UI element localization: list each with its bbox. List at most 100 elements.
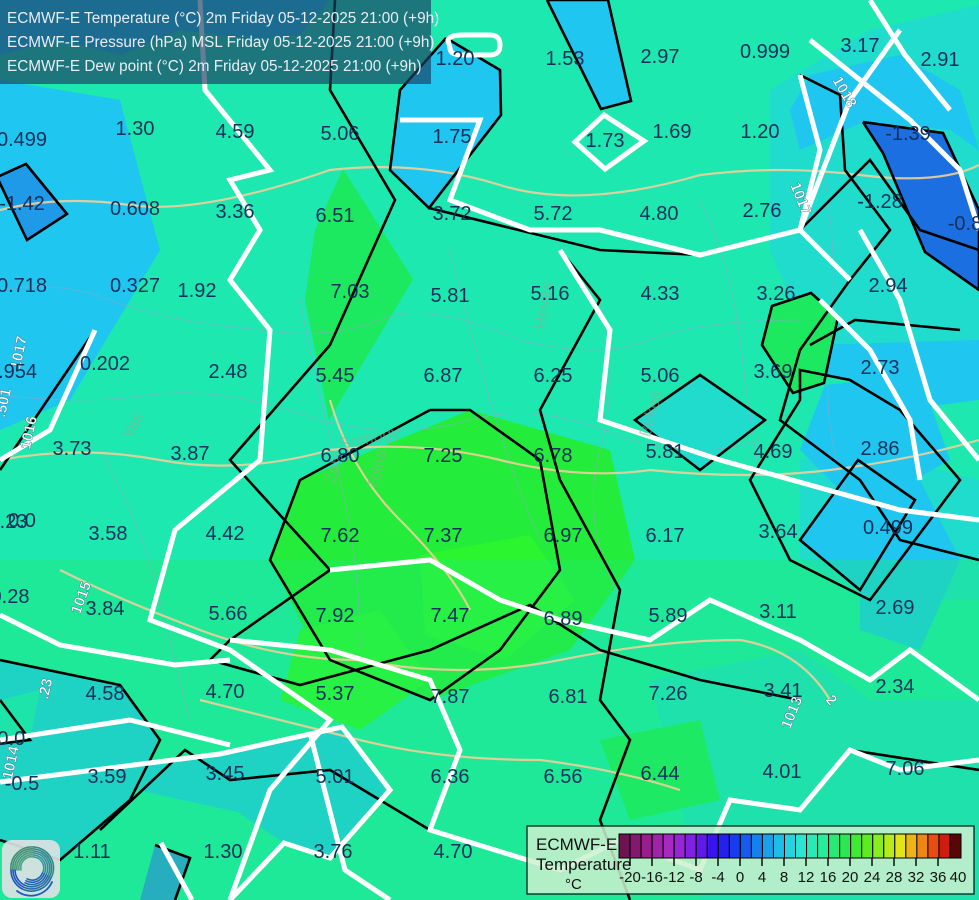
svg-text:2.76: 2.76 — [743, 200, 782, 222]
svg-text:1.53: 1.53 — [546, 48, 585, 70]
svg-text:2.73: 2.73 — [861, 357, 900, 379]
svg-text:Temperature: Temperature — [536, 855, 631, 874]
svg-text:ECMWF-E Dew point (°C) 2m Frid: ECMWF-E Dew point (°C) 2m Friday 05-12-2… — [7, 58, 422, 75]
svg-text:7.92: 7.92 — [316, 605, 355, 627]
svg-text:ECMWF-E Temperature (°C) 2m Fr: ECMWF-E Temperature (°C) 2m Friday 05-12… — [7, 10, 439, 27]
svg-text:0.718: 0.718 — [0, 275, 47, 297]
svg-text:1.92: 1.92 — [178, 280, 217, 302]
svg-text:3.69: 3.69 — [754, 361, 793, 383]
svg-text:4.70: 4.70 — [434, 841, 473, 863]
svg-text:-0.8: -0.8 — [948, 213, 979, 235]
svg-text:3.41: 3.41 — [764, 680, 803, 702]
svg-text:4.42: 4.42 — [206, 523, 245, 545]
svg-text:-0.5: -0.5 — [5, 773, 39, 795]
svg-text:7.06: 7.06 — [886, 758, 925, 780]
svg-text:0.327: 0.327 — [110, 275, 160, 297]
svg-text:4.58: 4.58 — [86, 683, 125, 705]
svg-text:3.59: 3.59 — [88, 766, 127, 788]
svg-text:1.20: 1.20 — [436, 48, 475, 70]
svg-text:1.11: 1.11 — [73, 841, 110, 863]
svg-text:4.70: 4.70 — [206, 681, 245, 703]
svg-text:40: 40 — [950, 869, 967, 886]
svg-text:16: 16 — [820, 869, 837, 886]
svg-text:3.45: 3.45 — [206, 763, 245, 785]
svg-text:0.954: 0.954 — [0, 361, 37, 383]
svg-text:ECMWF-E Pressure (hPa) MSL Fri: ECMWF-E Pressure (hPa) MSL Friday 05-12-… — [7, 34, 434, 51]
svg-text:-8: -8 — [689, 869, 702, 886]
svg-text:5.06: 5.06 — [641, 365, 680, 387]
svg-text:36: 36 — [930, 869, 947, 886]
svg-text:6.78: 6.78 — [534, 445, 573, 467]
svg-text:2.86: 2.86 — [861, 438, 900, 460]
svg-text:6.89: 6.89 — [544, 608, 583, 630]
svg-text:24: 24 — [864, 869, 881, 886]
svg-text:5.72: 5.72 — [534, 203, 573, 225]
svg-text:0.999: 0.999 — [740, 41, 790, 63]
svg-text:3.76: 3.76 — [314, 841, 353, 863]
svg-text:7.25: 7.25 — [424, 445, 463, 467]
svg-text:-1.42: -1.42 — [0, 193, 45, 215]
svg-text:6.44: 6.44 — [641, 763, 680, 785]
svg-text:5.66: 5.66 — [209, 603, 248, 625]
svg-text:3.87: 3.87 — [171, 443, 210, 465]
svg-text:0: 0 — [736, 869, 744, 886]
svg-text:7.87: 7.87 — [431, 686, 470, 708]
svg-text:6.25: 6.25 — [534, 365, 573, 387]
svg-text:-0.0: -0.0 — [0, 728, 25, 750]
svg-text:-12: -12 — [663, 869, 685, 886]
svg-text:3.17: 3.17 — [841, 35, 880, 57]
svg-text:3.72: 3.72 — [433, 203, 472, 225]
svg-text:2.69: 2.69 — [876, 597, 915, 619]
svg-text:1.20: 1.20 — [741, 121, 780, 143]
svg-text:0.28: 0.28 — [0, 586, 29, 608]
svg-text:3.36: 3.36 — [216, 201, 255, 223]
svg-text:2.48: 2.48 — [209, 361, 248, 383]
svg-text:2.97: 2.97 — [641, 46, 680, 68]
svg-text:2.91: 2.91 — [921, 49, 960, 71]
svg-text:5.01: 5.01 — [316, 766, 355, 788]
svg-text:3.11: 3.11 — [759, 601, 796, 623]
svg-text:6.97: 6.97 — [544, 525, 583, 547]
svg-text:6.51: 6.51 — [316, 205, 355, 227]
svg-text:7.37: 7.37 — [424, 525, 463, 547]
svg-text:°C: °C — [565, 876, 582, 893]
svg-text:28: 28 — [886, 869, 903, 886]
svg-text:7.26: 7.26 — [649, 683, 688, 705]
svg-text:2.34: 2.34 — [876, 676, 915, 698]
svg-text:3.73: 3.73 — [53, 438, 92, 460]
svg-text:8: 8 — [780, 869, 788, 886]
svg-text:32: 32 — [908, 869, 925, 886]
svg-text:1.69: 1.69 — [653, 121, 692, 143]
svg-text:4.01: 4.01 — [763, 761, 802, 783]
svg-text:1.30: 1.30 — [116, 118, 155, 140]
svg-text:-1.39: -1.39 — [885, 123, 931, 145]
svg-text:1.30: 1.30 — [204, 841, 243, 863]
svg-text:0.202: 0.202 — [80, 353, 130, 375]
svg-text:7.47: 7.47 — [431, 605, 470, 627]
svg-text:6.81: 6.81 — [549, 686, 588, 708]
svg-text:6.36: 6.36 — [431, 766, 470, 788]
svg-text:-20: -20 — [619, 869, 641, 886]
svg-text:7.03: 7.03 — [331, 281, 370, 303]
svg-text:20: 20 — [842, 869, 859, 886]
svg-text:0.23: 0.23 — [0, 511, 27, 533]
svg-text:7.62: 7.62 — [321, 525, 360, 547]
svg-text:0.608: 0.608 — [110, 198, 160, 220]
svg-text:3.58: 3.58 — [89, 523, 128, 545]
svg-text:4.33: 4.33 — [641, 283, 680, 305]
svg-text:1.75: 1.75 — [433, 126, 472, 148]
svg-text:4.59: 4.59 — [216, 121, 255, 143]
svg-text:5.06: 5.06 — [321, 123, 360, 145]
svg-text:6.56: 6.56 — [544, 766, 583, 788]
svg-text:5.45: 5.45 — [316, 365, 355, 387]
svg-text:12: 12 — [798, 869, 815, 886]
svg-text:3.26: 3.26 — [757, 283, 796, 305]
svg-text:6.17: 6.17 — [646, 525, 685, 547]
svg-text:1.73: 1.73 — [586, 130, 625, 152]
svg-text:3.84: 3.84 — [86, 598, 125, 620]
svg-text:-1.28: -1.28 — [857, 191, 903, 213]
svg-text:6.80: 6.80 — [321, 445, 360, 467]
svg-text:5.37: 5.37 — [316, 683, 355, 705]
svg-text:5.89: 5.89 — [649, 605, 688, 627]
svg-text:5.81: 5.81 — [431, 285, 470, 307]
